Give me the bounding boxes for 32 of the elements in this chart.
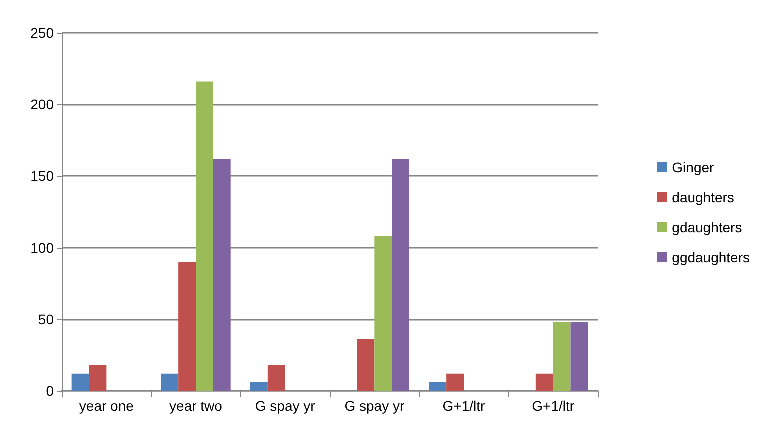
bar bbox=[392, 159, 410, 391]
bar bbox=[196, 82, 214, 391]
y-tick-label: 250 bbox=[30, 25, 54, 41]
x-tick-label: G spay yr bbox=[255, 398, 316, 414]
legend-label: gdaughters bbox=[672, 220, 742, 236]
legend-label: Ginger bbox=[672, 160, 715, 176]
x-tick-label: G spay yr bbox=[344, 398, 405, 414]
x-tick-label: G+1/ltr bbox=[442, 398, 486, 414]
x-tick-label: year two bbox=[170, 398, 223, 414]
x-tick-label: year one bbox=[79, 398, 134, 414]
bar bbox=[178, 262, 196, 391]
y-tick-label: 150 bbox=[30, 168, 54, 184]
x-tick-label: G+1/ltr bbox=[532, 398, 575, 414]
bar bbox=[570, 322, 588, 391]
bar bbox=[553, 322, 571, 391]
bar bbox=[357, 339, 375, 391]
y-tick-label: 200 bbox=[30, 96, 54, 113]
bar bbox=[250, 382, 268, 391]
y-tick-label: 0 bbox=[46, 383, 54, 399]
bar bbox=[268, 365, 286, 391]
bar bbox=[161, 374, 179, 391]
y-tick-label: 50 bbox=[38, 311, 54, 328]
bar bbox=[72, 374, 90, 391]
bar bbox=[536, 374, 554, 391]
legend-label: ggdaughters bbox=[672, 250, 750, 266]
bar bbox=[374, 236, 392, 391]
bar bbox=[89, 365, 107, 391]
legend-label: daughters bbox=[672, 190, 734, 206]
bar bbox=[213, 159, 231, 391]
bar bbox=[429, 382, 447, 391]
y-tick-label: 100 bbox=[30, 240, 54, 256]
bar bbox=[446, 374, 464, 391]
